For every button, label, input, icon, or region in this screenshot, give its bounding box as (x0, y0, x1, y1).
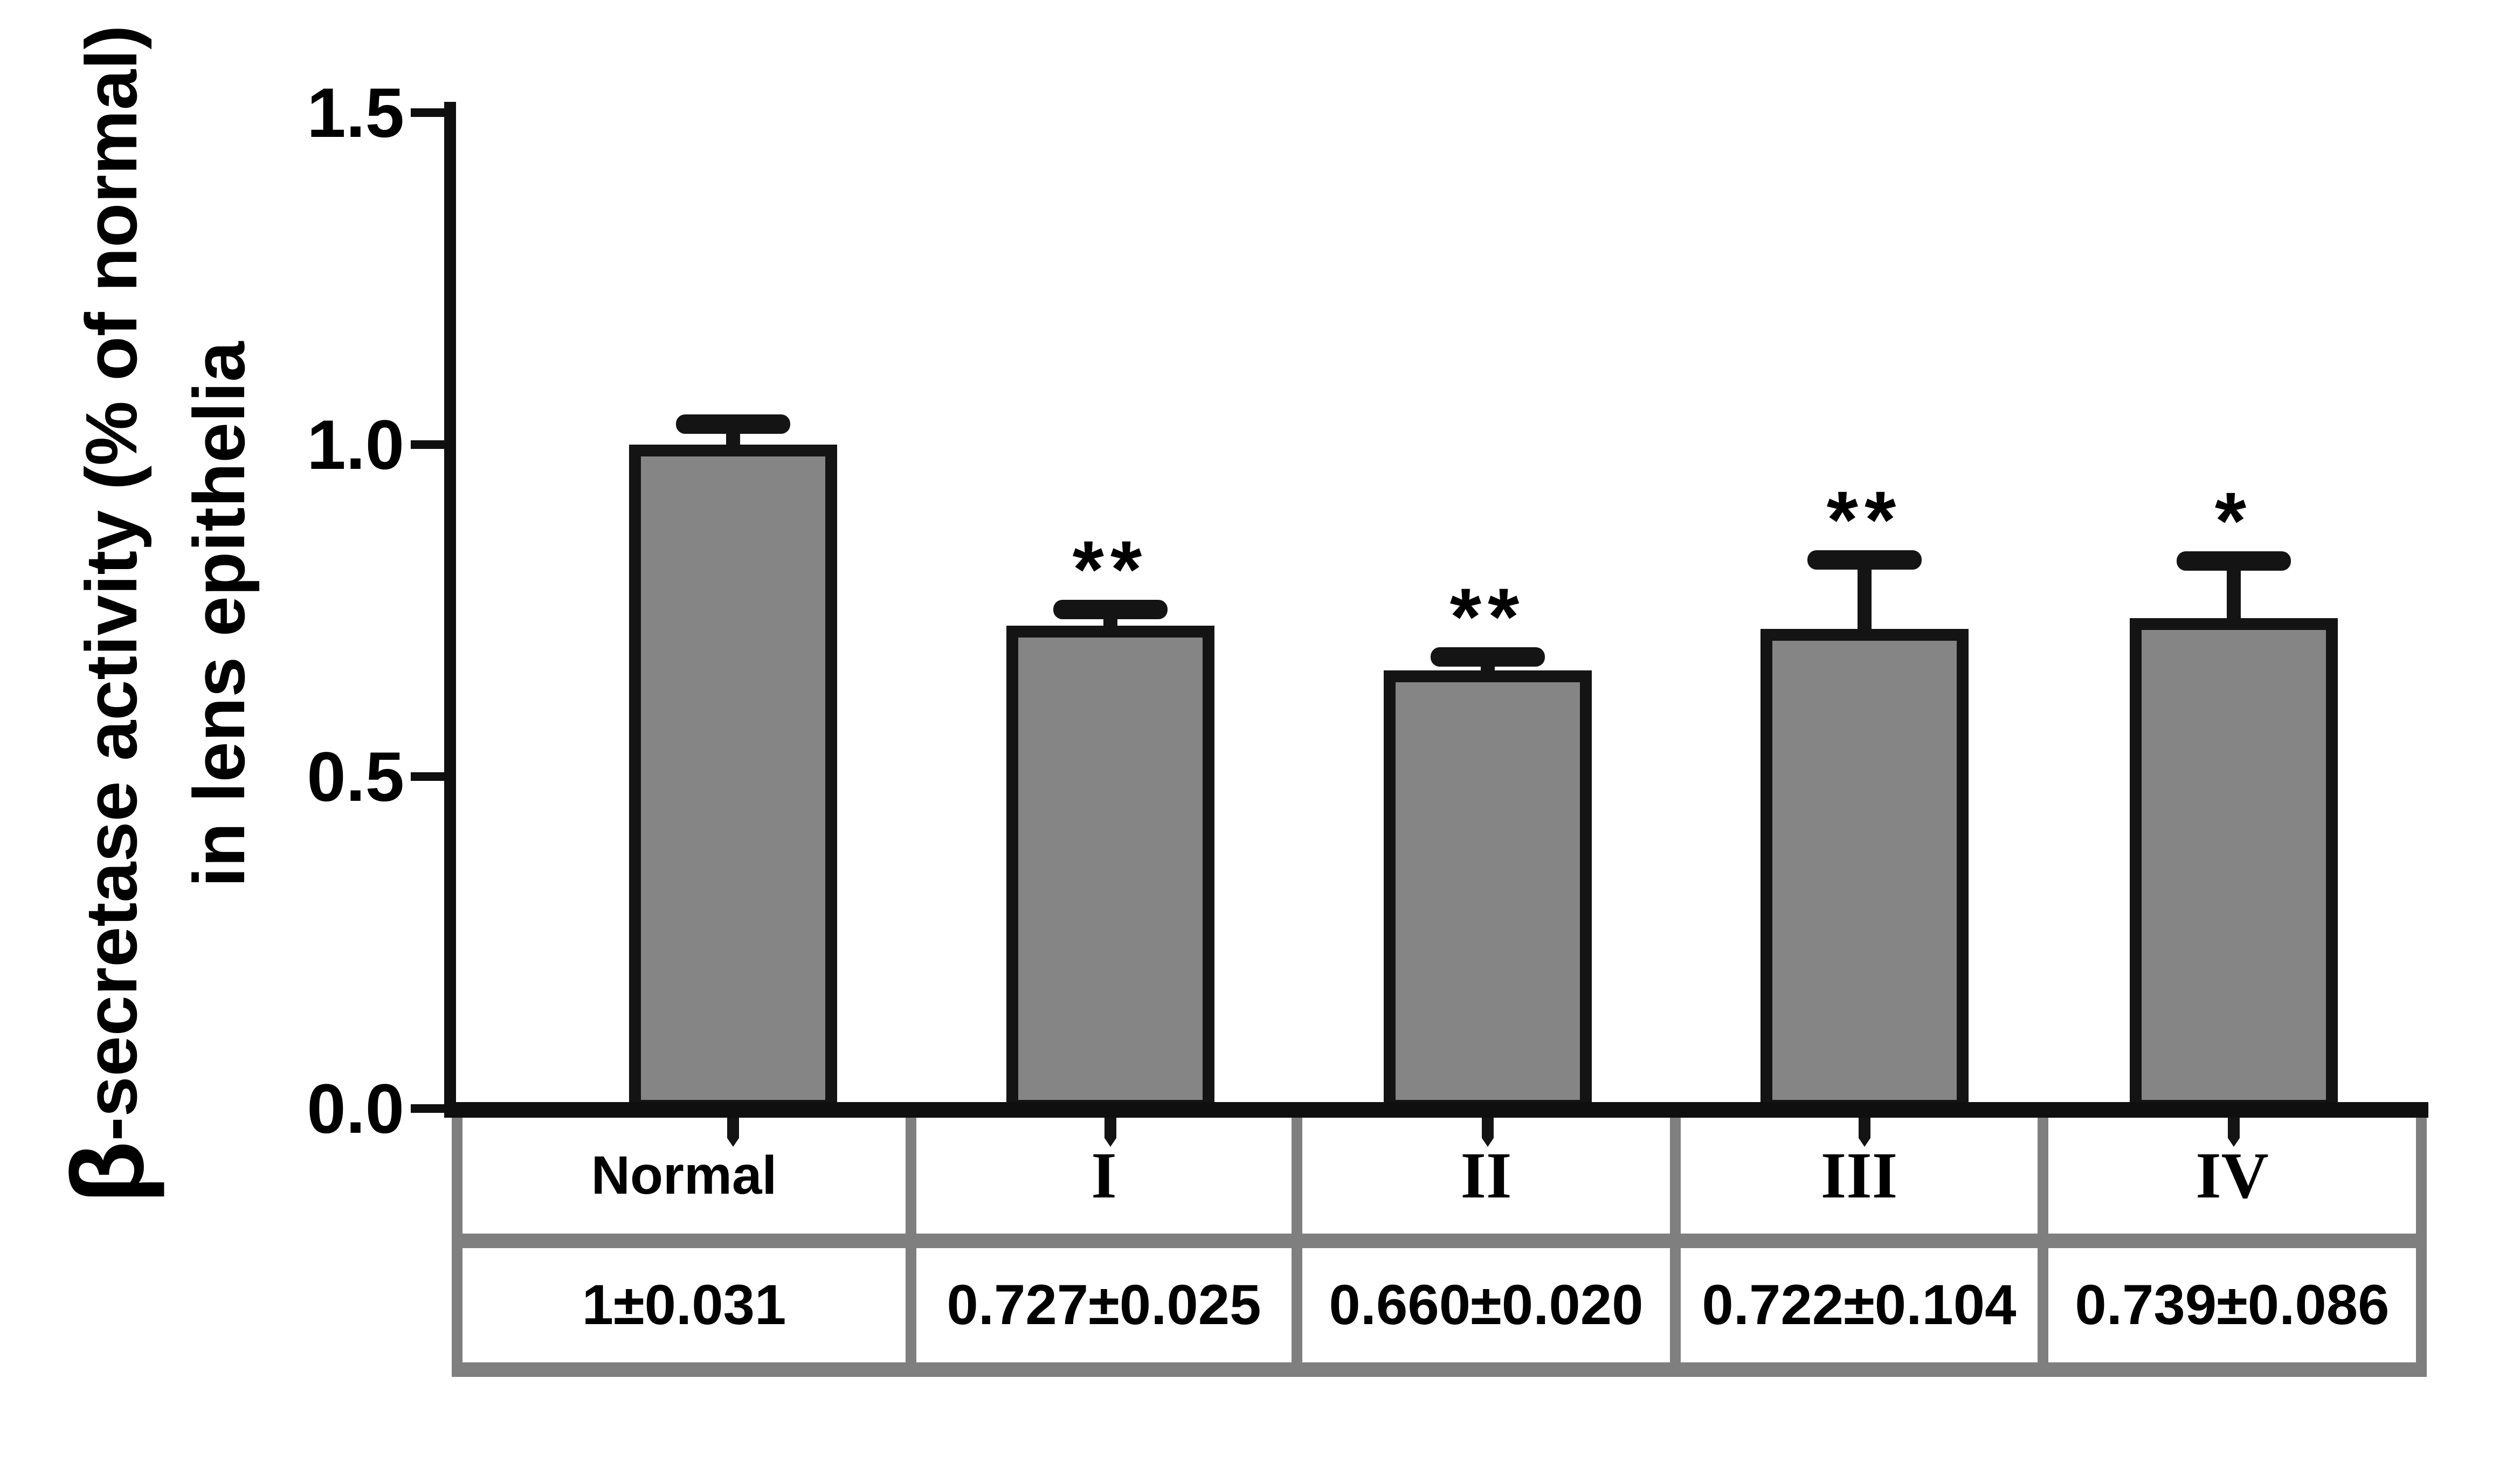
value-label-IV: 0.739±0.086 (2075, 1273, 2390, 1336)
significance-marker-III: ** (1826, 474, 1903, 565)
y-tick-label-1.5: 1.5 (307, 73, 404, 152)
table-value-cell-I: 0.727±0.025 (916, 1248, 1292, 1362)
bar-II (1384, 670, 1592, 1112)
table-value-cell-III: 0.722±0.104 (1681, 1248, 2038, 1362)
x-tick-mark-I (1104, 1118, 1116, 1147)
y-tick-mark-0.5 (411, 772, 444, 781)
value-label-I: 0.727±0.025 (947, 1273, 1261, 1336)
x-tick-mark-III (1859, 1118, 1870, 1147)
category-label-II: II (1460, 1139, 1512, 1212)
y-axis-title-line1: β-secretase activity (% of normal) (51, 0, 165, 1234)
value-label-Normal: 1±0.031 (582, 1273, 786, 1336)
y-tick-mark-1 (411, 440, 444, 449)
x-tick-mark-IV (2228, 1118, 2240, 1147)
x-tick-mark-Normal (727, 1118, 739, 1147)
significance-marker-I: ** (1072, 523, 1149, 614)
y-tick-mark-0 (411, 1104, 444, 1113)
error-bar-cap (2177, 551, 2291, 571)
y-tick-label-1: 1.0 (307, 405, 404, 484)
error-bar-cap (676, 414, 790, 434)
results-table: Normal 1±0.031 I 0.727±0.025 II 0.660±0.020 II… (452, 1118, 2427, 1377)
category-label-IV: IV (2195, 1139, 2269, 1212)
y-axis-title-line1-text: -secretase activity (% of normal) (71, 25, 152, 1141)
table-header-cell-I: I (916, 1118, 1292, 1234)
significance-marker-IV: * (2214, 475, 2253, 566)
error-bar-cap (1053, 599, 1168, 619)
value-label-III: 0.722±0.104 (1702, 1273, 2017, 1336)
error-bar-cap (1431, 647, 1545, 667)
beta-symbol: β (51, 1141, 165, 1204)
bar-III (1760, 629, 1969, 1112)
x-axis-line (444, 1102, 2428, 1118)
error-bar-cap (1807, 550, 1922, 570)
category-label-I: I (1091, 1139, 1117, 1212)
y-tick-label-0: 0.0 (307, 1069, 404, 1148)
category-label-III: III (1820, 1139, 1898, 1212)
table-value-cell-IV: 0.739±0.086 (2048, 1248, 2416, 1362)
bar-Normal (629, 445, 837, 1112)
y-axis-title: β-secretase activity (% of normal) in le… (51, 0, 270, 1234)
table-value-cell-Normal: 1±0.031 (462, 1248, 906, 1362)
y-axis-title-line2: in lens epithelia (178, 341, 260, 888)
y-tick-label-0.5: 0.5 (307, 737, 404, 816)
y-tick-mark-1.5 (411, 108, 444, 117)
value-label-II: 0.660±0.020 (1329, 1273, 1644, 1336)
x-tick-mark-II (1482, 1118, 1494, 1147)
table-header-cell-Normal: Normal (462, 1118, 906, 1234)
category-label-Normal: Normal (591, 1145, 777, 1206)
significance-marker-II: ** (1449, 571, 1526, 662)
table-header-cell-IV: IV (2048, 1118, 2416, 1234)
bar-IV (2130, 618, 2338, 1112)
bar-I (1006, 626, 1214, 1112)
y-axis-line (444, 102, 456, 1118)
table-value-cell-II: 0.660±0.020 (1302, 1248, 1670, 1362)
